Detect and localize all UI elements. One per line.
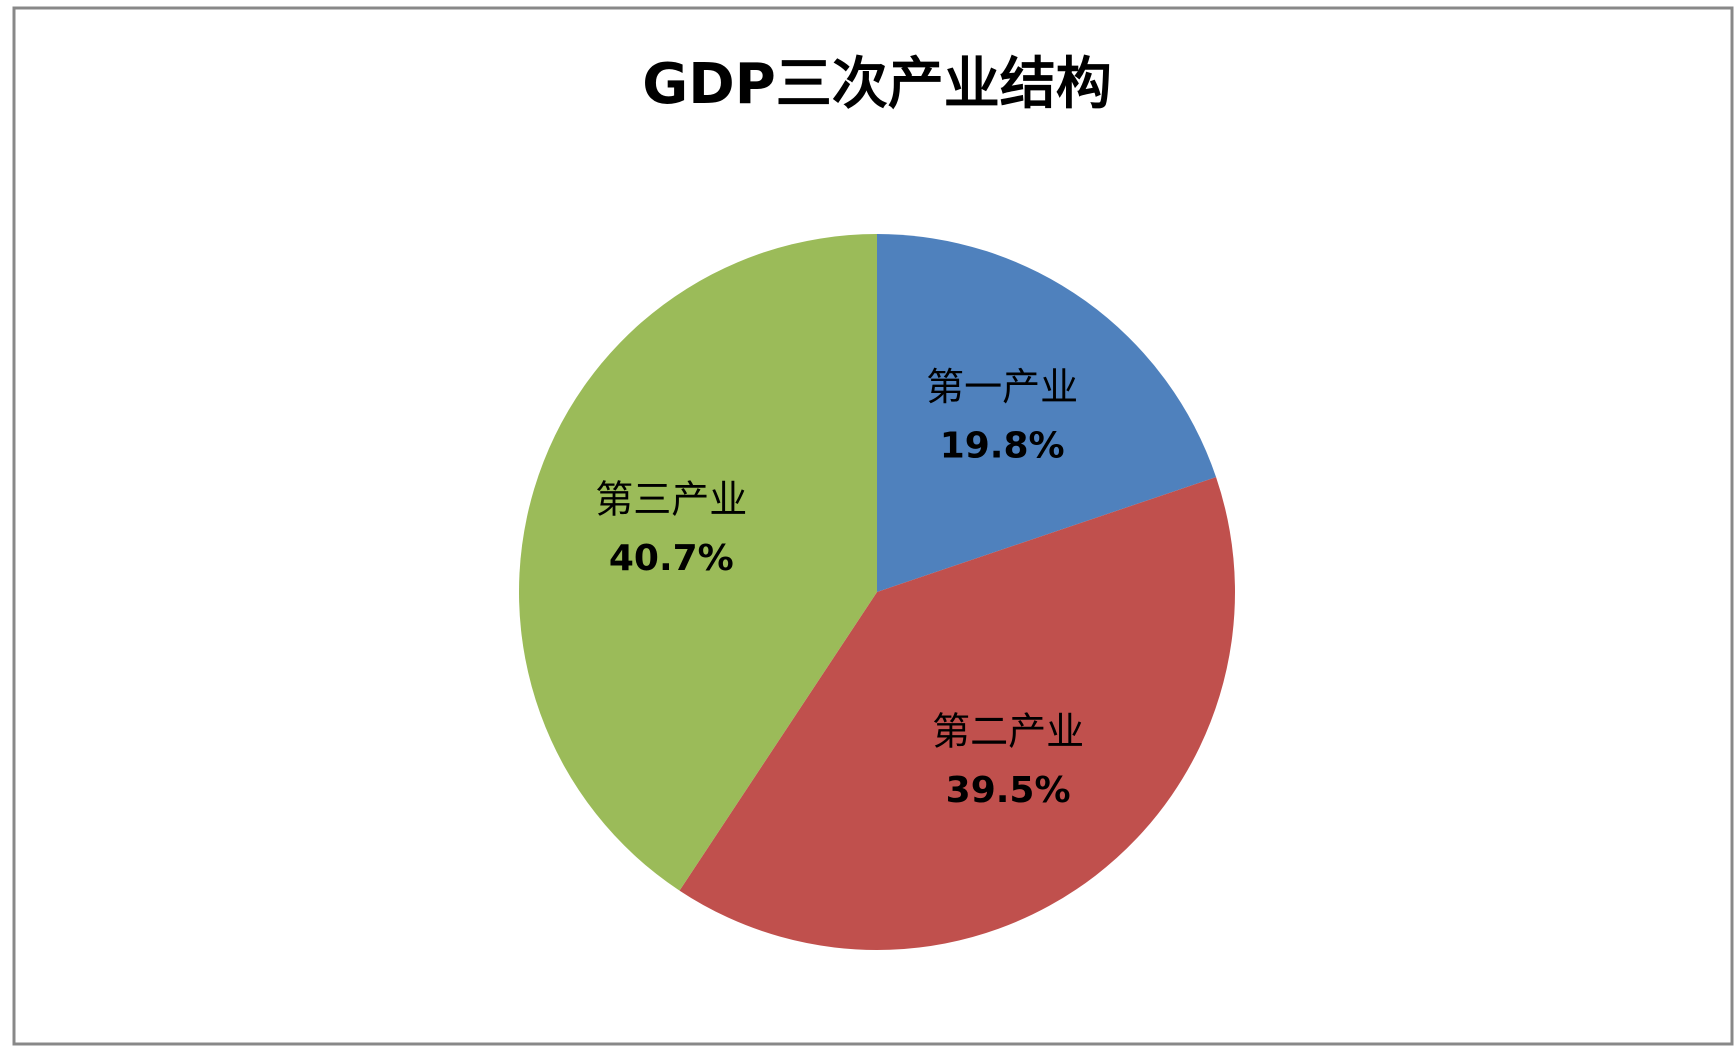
pie-slice (518, 234, 877, 891)
slice-category-label: 第三产业 (595, 478, 747, 522)
chart-title: GDP三次产业结构 (642, 52, 1112, 117)
slice-category-label: 第一产业 (926, 365, 1078, 409)
pie-slice (679, 477, 1235, 950)
pie-slice (877, 234, 1217, 592)
slice-category-label: 第二产业 (932, 710, 1084, 754)
slice-value-label: 39.5% (946, 770, 1071, 811)
slice-value-label: 40.7% (609, 538, 734, 579)
slice-value-label: 19.8% (940, 425, 1065, 466)
